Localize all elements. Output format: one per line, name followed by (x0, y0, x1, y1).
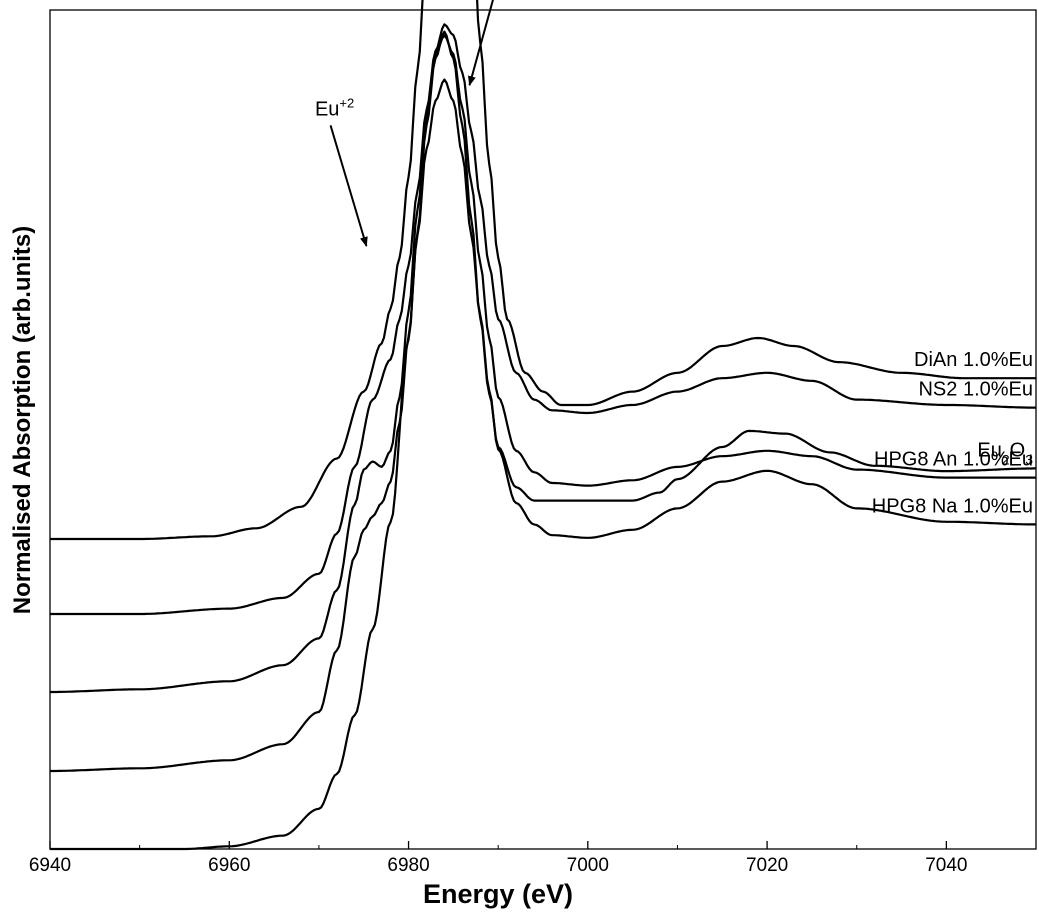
series-label-layer: DiAn 1.0%Eu NS2 1.0%Eu HPG8 An 1.0%Eu HPG8 … (872, 349, 1033, 517)
x-axis-label: Energy (eV) (423, 879, 573, 909)
annotation-arrow-0 (468, 0, 494, 87)
series-line-3 (50, 78, 1036, 773)
plot-frame (49, 9, 1037, 850)
series-line-0 (50, 0, 1036, 541)
x-tick-label-4: 7020 (746, 855, 788, 876)
annotation-arrow-1 (329, 125, 368, 247)
annotation-label-1: Eu+2 (315, 95, 354, 120)
series-label-2: HPG8 An 1.0%Eu (874, 449, 1033, 471)
x-tick-label-2: 6980 (387, 855, 429, 876)
x-tick-label-1: 6960 (208, 855, 250, 876)
series-label-4: Eu2O3 (977, 439, 1033, 467)
series-line-4 (50, 30, 1036, 851)
series-label-1: NS2 1.0%Eu (918, 379, 1033, 401)
x-axis-ticks: 6940 6960 6980 7000 7020 7040 (29, 841, 968, 876)
series-line-2 (50, 34, 1036, 694)
x-tick-label-3: 7000 (567, 855, 609, 876)
series-label-3: HPG8 Na 1.0%Eu (872, 495, 1033, 517)
x-tick-label-0: 6940 (29, 855, 71, 876)
series-layer (50, 0, 1036, 851)
series-line-1 (50, 23, 1036, 616)
x-tick-label-5: 7040 (925, 855, 967, 876)
y-axis-label: Normalised Absorption (arb.units) (9, 226, 36, 614)
series-label-0: DiAn 1.0%Eu (914, 349, 1033, 371)
annotation-layer: Eu+3Eu+2 (315, 0, 494, 247)
